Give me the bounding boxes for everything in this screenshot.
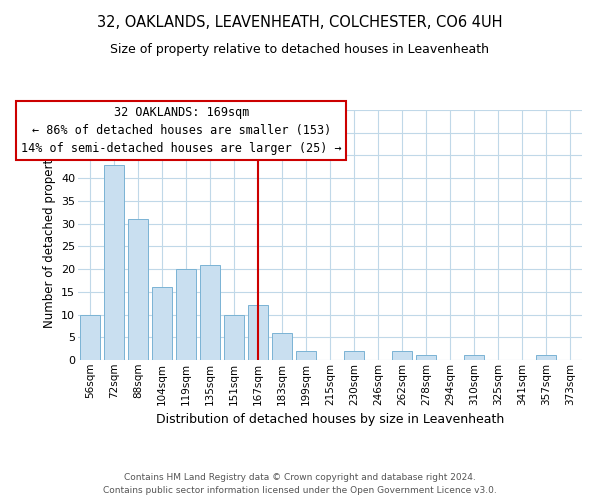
Text: Contains public sector information licensed under the Open Government Licence v3: Contains public sector information licen… [103, 486, 497, 495]
Bar [80, 314, 100, 360]
Bar [224, 314, 244, 360]
Bar [128, 219, 148, 360]
Bar [464, 356, 484, 360]
Bar [296, 351, 316, 360]
X-axis label: Distribution of detached houses by size in Leavenheath: Distribution of detached houses by size … [156, 413, 504, 426]
Text: Size of property relative to detached houses in Leavenheath: Size of property relative to detached ho… [110, 42, 490, 56]
Bar [272, 332, 292, 360]
Bar [176, 269, 196, 360]
Bar [200, 264, 220, 360]
Bar [104, 164, 124, 360]
Bar [536, 356, 556, 360]
Bar [152, 288, 172, 360]
Text: 32 OAKLANDS: 169sqm
← 86% of detached houses are smaller (153)
14% of semi-detac: 32 OAKLANDS: 169sqm ← 86% of detached ho… [21, 106, 341, 155]
Bar [248, 306, 268, 360]
Bar [416, 356, 436, 360]
Bar [344, 351, 364, 360]
Text: 32, OAKLANDS, LEAVENHEATH, COLCHESTER, CO6 4UH: 32, OAKLANDS, LEAVENHEATH, COLCHESTER, C… [97, 15, 503, 30]
Text: Contains HM Land Registry data © Crown copyright and database right 2024.: Contains HM Land Registry data © Crown c… [124, 474, 476, 482]
Y-axis label: Number of detached properties: Number of detached properties [43, 142, 56, 328]
Bar [392, 351, 412, 360]
